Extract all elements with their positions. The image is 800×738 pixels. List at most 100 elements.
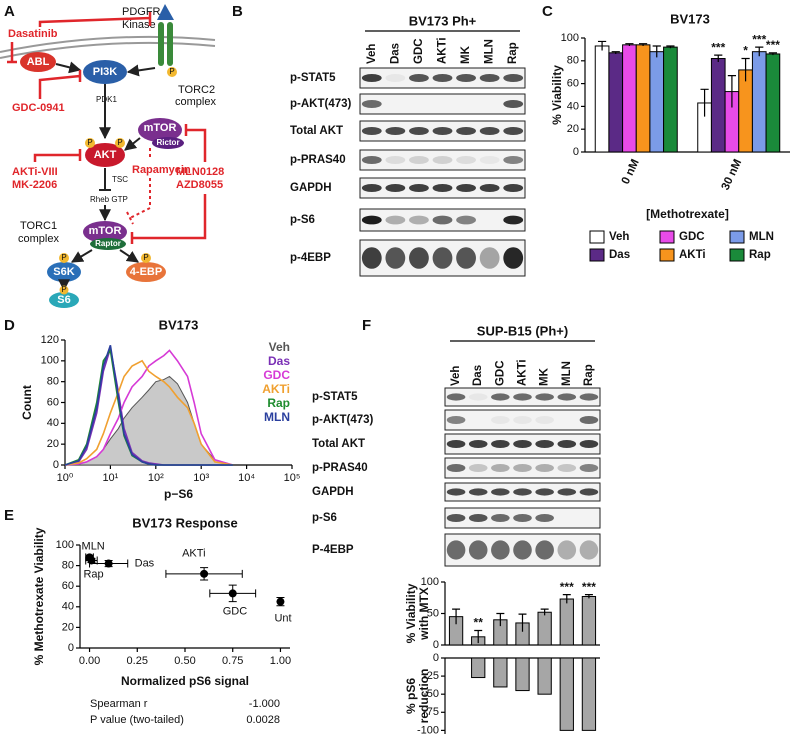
legend-entry: GDC <box>679 231 705 243</box>
blot-strip <box>444 409 601 431</box>
lane-label: GDC <box>413 38 425 64</box>
arrow <box>119 249 139 263</box>
y-tick-label: 20 <box>567 123 579 135</box>
error-bar <box>518 613 527 632</box>
bar <box>622 44 637 153</box>
legend-entry: Das <box>609 249 630 261</box>
band <box>503 74 524 82</box>
stat-value: -1.000 <box>249 698 280 710</box>
inhibition <box>38 12 152 27</box>
receptor <box>158 22 164 66</box>
x-tick-label: 0.25 <box>127 655 148 667</box>
row-label: GAPDH <box>290 182 332 194</box>
chart-title: BV173 Response <box>132 515 238 530</box>
band <box>513 393 532 401</box>
band <box>409 247 429 269</box>
legend-entry: AKTi <box>262 382 290 396</box>
x-tick-label: 10² <box>148 472 164 484</box>
band <box>503 127 524 135</box>
node-label: S6K <box>53 266 74 278</box>
band <box>579 464 599 472</box>
inhibition <box>99 168 111 191</box>
y-tick-label: 100 <box>41 355 59 367</box>
band <box>535 540 554 560</box>
lane-label: MLN <box>484 39 496 64</box>
error-bar <box>452 608 461 625</box>
pathway-label: complex <box>18 233 59 245</box>
band <box>468 488 488 496</box>
band <box>491 464 510 472</box>
band <box>361 215 382 225</box>
inhibitor: MLN0128 <box>176 166 224 178</box>
node <box>83 221 127 243</box>
blot-strip <box>359 93 526 115</box>
band <box>385 74 406 82</box>
inhibitor: AZD8055 <box>176 179 223 191</box>
row-label: p-AKT(473) <box>312 414 374 426</box>
phospho-label: P <box>61 285 66 294</box>
inhibition <box>126 148 151 225</box>
band <box>385 215 406 225</box>
panel-label: C <box>542 3 553 20</box>
band <box>456 247 476 269</box>
lane-label: AKTi <box>517 359 529 386</box>
row-label: p-AKT(473) <box>290 98 352 110</box>
node <box>20 52 56 72</box>
y-axis-title: % Viability <box>404 583 418 643</box>
error-bar <box>540 608 549 616</box>
significance: ** <box>474 616 484 630</box>
stat-name: Spearman r <box>90 698 148 710</box>
band <box>557 393 577 401</box>
panel-label: F <box>362 317 371 334</box>
error-bar <box>638 43 648 46</box>
y-tick-label: 20 <box>62 621 74 633</box>
band <box>361 127 382 135</box>
band <box>535 488 554 496</box>
significance: *** <box>711 40 725 54</box>
y-tick-label: 40 <box>47 417 59 429</box>
bar <box>649 51 665 153</box>
error-bar <box>727 75 737 108</box>
row-label: p-PRAS40 <box>290 154 346 166</box>
y-tick-label: 80 <box>567 55 579 67</box>
band <box>446 440 466 448</box>
error-bar <box>768 52 778 56</box>
phospho <box>167 67 177 77</box>
pathway-label: Kinase <box>122 19 156 31</box>
lane-label: MK <box>539 367 551 386</box>
row-label: Total AKT <box>312 438 365 450</box>
band <box>409 215 429 225</box>
pathway-label: PDGFR <box>122 6 161 18</box>
bar <box>738 69 753 153</box>
band <box>503 247 524 269</box>
blot-title: SUP-B15 (Ph+) <box>477 323 568 338</box>
chart-title: BV173 <box>159 317 199 332</box>
lane-label: Das <box>389 43 401 64</box>
receptor <box>167 22 173 66</box>
legend-entry: MLN <box>749 231 774 243</box>
band <box>432 156 453 164</box>
y-tick-label: 100 <box>421 576 439 588</box>
blot-strip <box>444 457 601 479</box>
bar <box>471 657 486 679</box>
bar <box>581 595 597 646</box>
y-tick-label: 0 <box>68 642 74 654</box>
point <box>228 589 237 598</box>
band <box>479 127 500 135</box>
band <box>385 184 406 192</box>
x-tick-label: 0.75 <box>222 655 243 667</box>
band <box>535 514 554 522</box>
bar <box>537 657 552 695</box>
x-tick-label: 0.50 <box>174 655 195 667</box>
phospho-label: P <box>117 138 122 147</box>
y-tick-label: 0 <box>573 146 579 158</box>
band <box>479 156 500 164</box>
band <box>513 416 532 424</box>
band <box>479 247 500 269</box>
arrow <box>124 137 141 151</box>
band <box>446 488 466 496</box>
node-label: 4-EBP <box>130 266 162 278</box>
line <box>64 359 234 466</box>
y-tick-label: 80 <box>62 560 74 572</box>
band <box>535 416 554 424</box>
